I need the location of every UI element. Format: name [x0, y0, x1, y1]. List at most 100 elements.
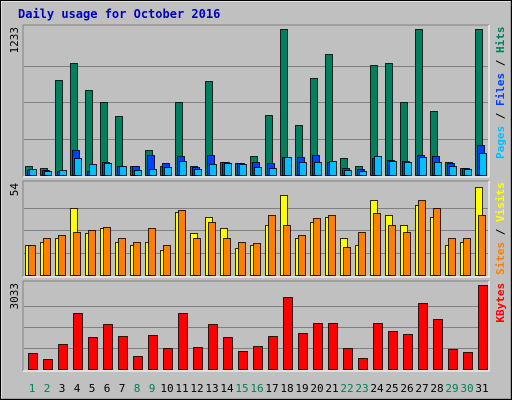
x-tick-label: 31	[475, 382, 488, 395]
chart-panels: 1233 Pages / Files / Hits 54 Sites / Visits…	[8, 24, 507, 372]
x-tick-label: 9	[149, 382, 156, 395]
hits-bar-pages-day-30	[464, 169, 472, 176]
visits-bar-sites-day-29	[448, 238, 456, 276]
chart-title: Daily usage for October 2016	[18, 7, 220, 21]
x-tick-label: 14	[220, 382, 234, 395]
kbytes-bar-kbytes-day-3	[58, 344, 68, 370]
x-tick-label: 15	[235, 382, 248, 395]
kbytes-bevel-light	[23, 281, 490, 372]
kbytes-bar-kbytes-day-19	[298, 333, 308, 370]
visits-bar-sites-day-8	[133, 242, 141, 276]
hits-bar-hits-day-21	[325, 54, 333, 176]
kbytes-bar-kbytes-day-18	[283, 297, 293, 370]
hits-max-label: 1233	[8, 27, 21, 54]
hits-bar-hits-day-18	[280, 29, 288, 176]
x-tick-label: 13	[205, 382, 218, 395]
visits-bar-sites-day-9	[148, 228, 156, 276]
hits-bar-pages-day-5	[89, 164, 97, 176]
kbytes-bar-kbytes-day-13	[208, 324, 218, 370]
visits-bar-sites-day-27	[418, 200, 426, 276]
x-tick-label: 8	[134, 382, 141, 395]
x-tick-label: 11	[175, 382, 188, 395]
x-tick-label: 18	[280, 382, 293, 395]
kbytes-bar-kbytes-day-22	[343, 348, 353, 370]
hits-bar-pages-day-27	[419, 157, 427, 176]
hits-bar-pages-day-22	[344, 170, 352, 176]
visits-bar-sites-day-3	[58, 235, 66, 276]
x-tick-label: 7	[119, 382, 126, 395]
hits-bar-pages-day-13	[209, 164, 217, 176]
hits-bar-pages-day-1	[29, 169, 37, 176]
hits-bar-pages-day-18	[284, 157, 292, 176]
x-tick-label: 28	[430, 382, 443, 395]
kbytes-bevel-dark	[22, 280, 489, 371]
hits-bar-pages-day-24	[374, 156, 382, 176]
kbytes-bar-kbytes-day-5	[88, 337, 98, 370]
x-tick-label: 2	[44, 382, 51, 395]
visits-bar-sites-day-5	[88, 230, 96, 276]
kbytes-bar-kbytes-day-31	[478, 285, 488, 370]
hits-bar-pages-day-2	[44, 171, 52, 176]
visits-legend-label: Sites / Visits	[494, 182, 507, 275]
hits-bar-hits-day-25	[385, 63, 393, 176]
hits-bar-hits-day-3	[55, 80, 63, 176]
visits-bar-sites-day-21	[328, 215, 336, 276]
visits-bevel-light	[23, 181, 490, 278]
visits-bar-sites-day-30	[463, 238, 471, 276]
x-tick-label: 24	[370, 382, 384, 395]
kbytes-bar-kbytes-day-17	[268, 336, 278, 370]
x-tick-label: 4	[74, 382, 81, 395]
hits-bar-pages-day-10	[164, 167, 172, 176]
hits-bar-pages-day-29	[449, 166, 457, 176]
hits-bar-pages-day-17	[269, 168, 277, 176]
visits-bar-sites-day-1	[28, 245, 36, 276]
x-tick-label: 22	[340, 382, 353, 395]
visits-bar-sites-day-26	[403, 232, 411, 276]
visits-bar-sites-day-28	[433, 208, 441, 276]
kbytes-bar-kbytes-day-25	[388, 331, 398, 370]
hits-bevel-light	[23, 25, 490, 178]
hits-bar-pages-day-7	[119, 166, 127, 176]
visits-bar-sites-day-25	[388, 225, 396, 276]
kbytes-bar-kbytes-day-16	[253, 346, 263, 370]
x-tick-label: 19	[295, 382, 308, 395]
visits-bar-sites-day-22	[343, 247, 351, 276]
x-tick-label: 23	[355, 382, 368, 395]
kbytes-bar-kbytes-day-12	[193, 347, 203, 370]
visits-bar-sites-day-20	[313, 218, 321, 276]
visits-bar-sites-day-7	[118, 238, 126, 276]
hits-bar-pages-day-25	[389, 161, 397, 176]
kbytes-bar-kbytes-day-14	[223, 337, 233, 370]
hits-bar-pages-day-9	[149, 169, 157, 176]
x-tick-label: 12	[190, 382, 203, 395]
visits-bar-sites-day-15	[238, 242, 246, 276]
visits-bars	[25, 187, 486, 276]
hits-bar-pages-day-6	[104, 163, 112, 176]
visits-bar-sites-day-16	[253, 243, 261, 276]
x-tick-label: 29	[445, 382, 458, 395]
visits-bar-sites-day-11	[178, 210, 186, 276]
hits-bar-pages-day-16	[254, 167, 262, 176]
kbytes-bar-kbytes-day-28	[433, 319, 443, 370]
x-tick-label: 26	[400, 382, 413, 395]
hits-bars	[25, 29, 487, 176]
kbytes-bar-kbytes-day-9	[148, 335, 158, 370]
visits-bar-sites-day-10	[163, 245, 171, 276]
kbytes-bar-kbytes-day-30	[463, 352, 473, 370]
x-tick-label: 25	[385, 382, 398, 395]
x-tick-label: 16	[250, 382, 263, 395]
hits-bar-pages-day-28	[434, 162, 442, 176]
kbytes-bars	[28, 285, 488, 370]
visits-bar-sites-day-17	[268, 215, 276, 276]
x-tick-label: 1	[29, 382, 36, 395]
x-tick-label: 27	[415, 382, 428, 395]
hits-bar-pages-day-11	[179, 161, 187, 176]
hits-legend-label: Pages / Files / Hits	[494, 27, 507, 160]
kbytes-bar-kbytes-day-21	[328, 323, 338, 370]
hits-bar-pages-day-4	[74, 158, 82, 176]
visits-bar-sites-day-23	[358, 232, 366, 276]
x-tick-label: 21	[325, 382, 338, 395]
x-tick-label: 17	[265, 382, 278, 395]
visits-bar-sites-day-31	[478, 215, 486, 276]
